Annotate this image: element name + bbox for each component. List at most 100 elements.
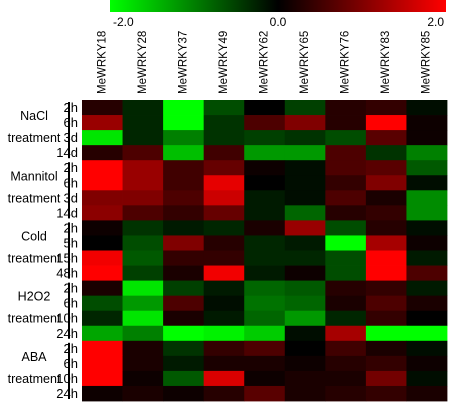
heatmap-cell (365, 235, 407, 251)
heatmap-cell (365, 205, 407, 221)
row-label: 6h (64, 115, 78, 130)
heatmap-cell (284, 310, 326, 327)
heatmap-cell (244, 175, 286, 191)
heatmap-cell (163, 370, 205, 387)
heatmap-cell (203, 355, 245, 372)
heatmap-cell (244, 265, 286, 281)
heatmap-cell (365, 130, 407, 146)
heatmap-cell (203, 310, 245, 327)
heatmap-cell (325, 295, 367, 312)
heatmap-cell (82, 370, 123, 387)
heatmap-cell (365, 310, 407, 327)
heatmap-cell (365, 370, 407, 387)
heatmap-cell (406, 145, 448, 161)
heatmap-cell (284, 340, 326, 357)
heatmap-cell (284, 115, 326, 131)
heatmap-cell (82, 250, 123, 266)
heatmap-cell (244, 160, 286, 176)
heatmap-cell (244, 145, 286, 161)
heatmap-cell (163, 205, 205, 221)
heatmap-cell (163, 235, 205, 251)
heatmap-cell (244, 280, 286, 297)
heatmap-cell (122, 355, 164, 372)
group-label: NaCl (20, 109, 48, 123)
heatmap-cell (122, 265, 164, 281)
heatmap-cell (406, 100, 448, 116)
heatmap-cell (203, 205, 245, 221)
heatmap-cell (122, 310, 164, 327)
row-label: 2h (64, 220, 78, 235)
row-label: 3d (64, 190, 78, 205)
heatmap-cell (365, 160, 407, 176)
heatmap-cell (325, 175, 367, 191)
heatmap-cell (122, 205, 164, 221)
heatmap-cell (163, 265, 205, 281)
column-label: MeWRKY85 (421, 31, 433, 94)
heatmap-cell (163, 175, 205, 191)
heatmap-cell (406, 175, 448, 191)
heatmap-cell (244, 370, 286, 387)
heatmap-cell (82, 175, 123, 191)
column-label: MeWRKY37 (177, 31, 189, 94)
heatmap-cell (82, 280, 123, 297)
column-label: MeWRKY62 (259, 31, 271, 94)
heatmap-cell (163, 310, 205, 327)
column-label: MeWRKY18 (96, 31, 108, 94)
heatmap-cell (82, 160, 123, 176)
heatmap-cell (284, 295, 326, 312)
heatmap-cell (365, 190, 407, 206)
heatmap-cell (284, 385, 326, 402)
heatmap-cell (244, 100, 286, 116)
heatmap-cell (325, 310, 367, 327)
heatmap-cell (406, 370, 448, 387)
heatmap-cell (284, 355, 326, 372)
heatmap-cell (244, 310, 286, 327)
heatmap-cell (325, 340, 367, 357)
group-label: treatment (8, 252, 61, 266)
row-label: 2h (64, 341, 78, 356)
row-label: 14d (56, 145, 78, 160)
heatmap-cell (203, 325, 245, 342)
group-label: Mannitol (10, 169, 57, 183)
row-label: 6h (64, 296, 78, 311)
heatmap-cell (325, 265, 367, 281)
group-label: treatment (8, 131, 61, 145)
heatmap-cell (325, 220, 367, 236)
heatmap-cell (365, 115, 407, 131)
column-label: MeWRKY83 (380, 31, 392, 94)
heatmap-cell (244, 250, 286, 266)
heatmap-cell (244, 385, 286, 402)
heatmap-cell (325, 355, 367, 372)
heatmap-cell (325, 160, 367, 176)
heatmap-cell (82, 220, 123, 236)
heatmap-cell (244, 130, 286, 146)
heatmap-cell (163, 145, 205, 161)
heatmap-cell (203, 160, 245, 176)
heatmap-cell (406, 235, 448, 251)
heatmap-cell (406, 325, 448, 342)
heatmap-cell (122, 115, 164, 131)
heatmap-cell (325, 235, 367, 251)
heatmap-cell (122, 340, 164, 357)
row-label: 3d (64, 130, 78, 145)
heatmap-cell (365, 355, 407, 372)
heatmap-cell (365, 220, 407, 236)
heatmap-cell (244, 295, 286, 312)
heatmap-cells (82, 100, 448, 402)
group-label: treatment (8, 312, 61, 326)
heatmap-cell (284, 130, 326, 146)
heatmap-cell (406, 265, 448, 281)
heatmap-cell (163, 160, 205, 176)
row-label: 2h (64, 100, 78, 115)
heatmap-cell (284, 100, 326, 116)
heatmap-cell (203, 190, 245, 206)
group-label: ABA (21, 350, 47, 364)
heatmap-cell (406, 115, 448, 131)
column-labels: MeWRKY18 MeWRKY28 MeWRKY37 MeWRKY49 MeWRKY62… (96, 31, 432, 94)
heatmap-cell (82, 355, 123, 372)
heatmap-cell (244, 115, 286, 131)
heatmap-cell (82, 190, 123, 206)
heatmap-cell (284, 220, 326, 236)
heatmap-cell (325, 130, 367, 146)
heatmap-cell (122, 130, 164, 146)
